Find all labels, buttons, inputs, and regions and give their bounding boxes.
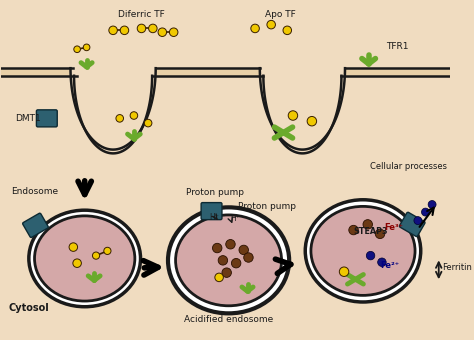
Text: Proton pump: Proton pump <box>238 202 296 211</box>
Circle shape <box>130 112 138 119</box>
Circle shape <box>244 253 253 262</box>
Circle shape <box>144 119 152 127</box>
Circle shape <box>212 243 222 253</box>
Text: Cellular processes: Cellular processes <box>370 162 447 171</box>
Ellipse shape <box>168 207 289 313</box>
FancyBboxPatch shape <box>23 213 48 237</box>
Ellipse shape <box>311 206 415 295</box>
Ellipse shape <box>175 215 282 306</box>
Circle shape <box>158 28 166 36</box>
Text: Proton pump: Proton pump <box>186 188 244 197</box>
Circle shape <box>428 201 436 208</box>
Circle shape <box>339 267 349 276</box>
Circle shape <box>267 20 275 29</box>
Circle shape <box>366 251 375 260</box>
Circle shape <box>378 258 386 267</box>
FancyBboxPatch shape <box>201 203 222 220</box>
Circle shape <box>169 28 178 36</box>
Circle shape <box>92 252 100 259</box>
Circle shape <box>363 220 373 229</box>
Circle shape <box>73 259 82 268</box>
Circle shape <box>74 46 81 53</box>
Text: Fe³⁺: Fe³⁺ <box>384 223 403 232</box>
Circle shape <box>120 26 129 35</box>
Ellipse shape <box>29 210 140 307</box>
Text: STEAP3: STEAP3 <box>354 227 388 236</box>
Circle shape <box>283 26 292 35</box>
Text: Apo TF: Apo TF <box>265 10 296 19</box>
FancyBboxPatch shape <box>400 212 425 237</box>
Circle shape <box>109 26 118 35</box>
Text: H⁺: H⁺ <box>210 212 219 222</box>
Circle shape <box>226 239 235 249</box>
Circle shape <box>222 268 231 277</box>
Circle shape <box>104 247 111 254</box>
Circle shape <box>116 115 124 122</box>
Circle shape <box>69 243 78 251</box>
Circle shape <box>414 217 422 224</box>
Circle shape <box>218 256 228 265</box>
Circle shape <box>137 24 146 33</box>
Circle shape <box>215 273 223 282</box>
Text: Endosome: Endosome <box>11 187 58 196</box>
Circle shape <box>239 245 248 255</box>
Text: DMT1: DMT1 <box>15 114 40 123</box>
Ellipse shape <box>35 216 135 301</box>
Circle shape <box>421 208 429 216</box>
Circle shape <box>375 229 385 239</box>
Circle shape <box>307 117 317 126</box>
Circle shape <box>349 225 358 235</box>
Text: H⁺: H⁺ <box>230 214 240 223</box>
Text: Diferric TF: Diferric TF <box>118 10 165 19</box>
Circle shape <box>83 44 90 51</box>
Text: Acidified endosome: Acidified endosome <box>184 315 273 324</box>
Circle shape <box>288 111 298 120</box>
Text: Cytosol: Cytosol <box>9 303 50 312</box>
Circle shape <box>148 24 157 33</box>
Text: TFR1: TFR1 <box>386 42 408 51</box>
Text: Fe²⁺: Fe²⁺ <box>380 261 399 270</box>
Ellipse shape <box>305 200 421 302</box>
Circle shape <box>231 258 241 268</box>
FancyBboxPatch shape <box>36 110 57 127</box>
Text: Ferritin: Ferritin <box>443 263 473 272</box>
Circle shape <box>251 24 259 33</box>
